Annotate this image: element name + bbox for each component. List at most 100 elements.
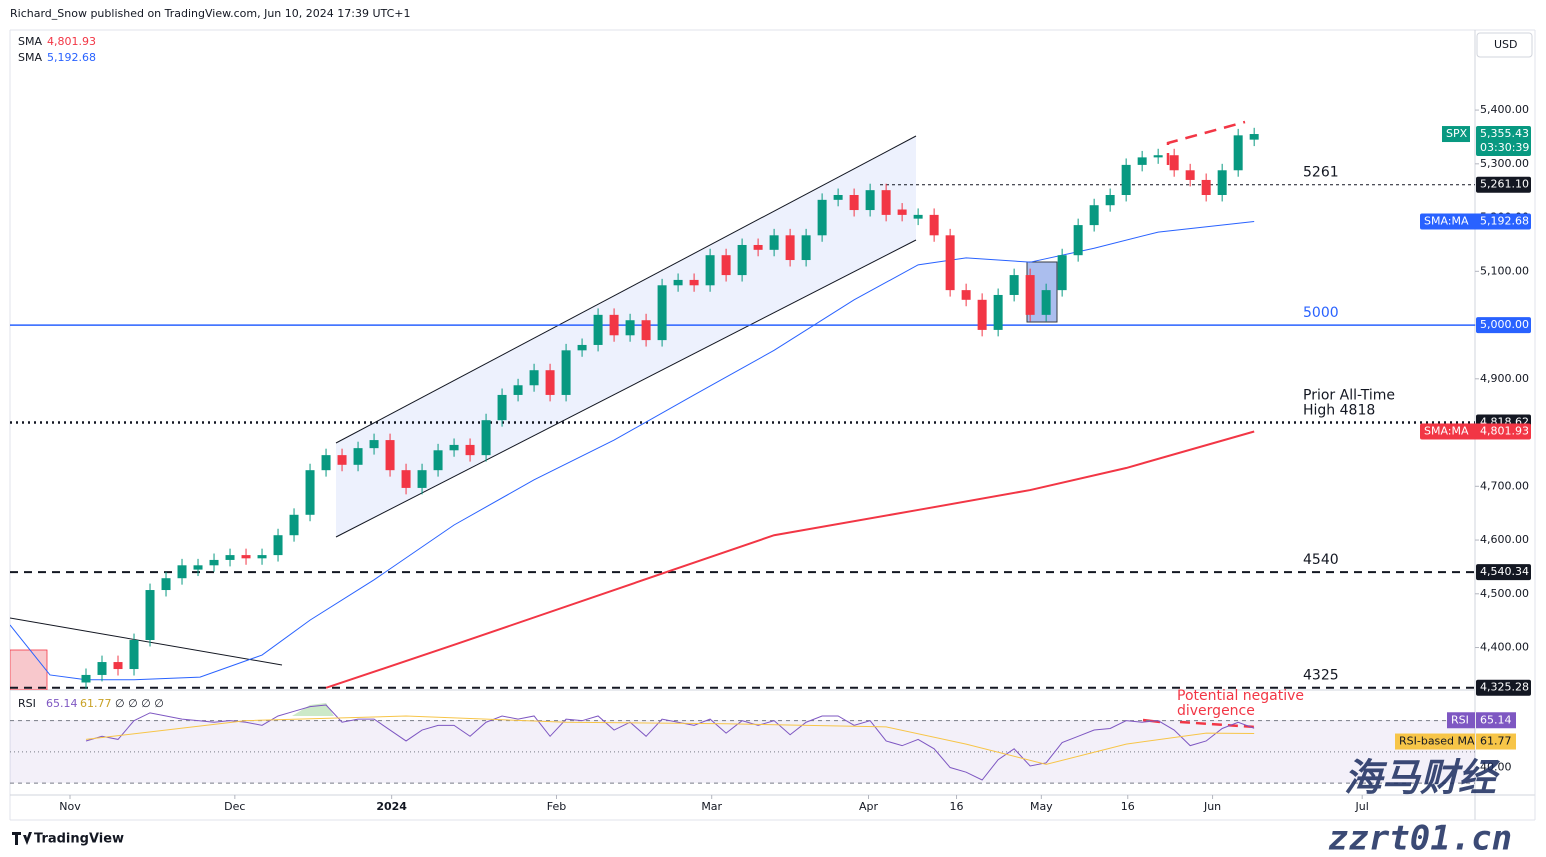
sma-tag <box>1420 423 1531 440</box>
candle-body <box>113 662 123 670</box>
level-note: High 4818 <box>1303 403 1375 419</box>
candle-body <box>305 470 315 515</box>
level-note: 4540 <box>1303 552 1339 568</box>
x-tick-label: 16 <box>950 800 964 813</box>
candle-body <box>1041 290 1051 315</box>
price-tag-label: 4,325.28 <box>1480 681 1529 694</box>
rsi-header-extra: ∅ ∅ ∅ ∅ <box>115 697 164 710</box>
y-tick-label: 4,600.00 <box>1480 533 1529 546</box>
x-tick-label: 16 <box>1121 800 1135 813</box>
x-tick-label: May <box>1030 800 1053 813</box>
candle-body <box>641 320 651 341</box>
candle-body <box>977 299 987 330</box>
y-tick-label: 4,900.00 <box>1480 372 1529 385</box>
sma-tag-name: SMA:MA <box>1424 215 1469 228</box>
annotation: Potential negative <box>1177 688 1304 704</box>
credit: Richard_Snow published on TradingView.co… <box>10 7 410 20</box>
candle-body <box>849 195 859 211</box>
candle-body <box>321 455 331 471</box>
x-tick-label: Feb <box>547 800 566 813</box>
candle-body <box>1025 275 1035 315</box>
candle-body <box>817 199 827 236</box>
candle-body <box>257 555 267 559</box>
candle-body <box>1105 195 1115 206</box>
candle-body <box>705 255 715 286</box>
candle-body <box>369 440 379 449</box>
candle-body <box>785 235 795 261</box>
rsi-tag <box>1447 712 1475 729</box>
candle-body <box>1169 155 1179 171</box>
candle-body <box>609 314 619 336</box>
x-tick-label: Nov <box>59 800 81 813</box>
candle-body <box>561 350 571 395</box>
candle-body <box>193 565 203 570</box>
candle-body <box>1089 205 1099 226</box>
rsi-overbought-fill <box>292 703 334 716</box>
candle-body <box>673 279 683 286</box>
overlay: 4,400.004,500.004,600.004,700.004,800.00… <box>18 35 1531 813</box>
brand-logo <box>12 832 32 845</box>
sma-line <box>325 430 1255 689</box>
candle-body <box>289 514 299 536</box>
divergence-line <box>1166 120 1246 165</box>
candle-body <box>81 674 91 683</box>
candle-body <box>497 394 507 421</box>
candle-body <box>145 590 155 641</box>
candle-body <box>1185 170 1195 180</box>
candle-body <box>625 320 635 336</box>
price-tag <box>1476 317 1531 334</box>
x-tick-label: Jun <box>1203 800 1221 813</box>
highlight-box <box>10 649 48 690</box>
rsi-line <box>85 704 1255 781</box>
watermark: zzrt01.cn <box>1328 819 1512 857</box>
channel-line <box>335 135 917 444</box>
y-tick-label: 5,100.00 <box>1480 264 1529 277</box>
channel-line <box>335 239 917 538</box>
price-tag <box>1476 564 1531 581</box>
candle-body <box>1009 275 1019 295</box>
level-note: 5261 <box>1303 165 1339 181</box>
candle-body <box>961 290 971 300</box>
candle-body <box>337 455 347 465</box>
price-plot <box>10 127 1475 689</box>
candle-body <box>529 370 539 386</box>
candle-body <box>721 255 731 276</box>
candle-body <box>225 555 235 560</box>
annotation: divergence <box>1177 703 1255 719</box>
last-symbol-box <box>1442 126 1470 143</box>
candle-body <box>1201 179 1211 195</box>
rsi-header-title: RSI <box>18 697 36 710</box>
rsi-tag-label: 61.77 <box>1480 735 1512 748</box>
candle-body <box>897 209 907 215</box>
candle-body <box>1233 135 1243 171</box>
candle-body <box>161 578 171 591</box>
rsi-y-tick-label: 40.00 <box>1480 761 1512 774</box>
candle-body <box>993 294 1003 330</box>
candle-body <box>449 444 459 451</box>
x-tick-label: Jul <box>1355 800 1369 813</box>
countdown: 03:30:39 <box>1480 141 1529 154</box>
rsi-tag <box>1395 733 1475 750</box>
candle-body <box>1249 134 1259 140</box>
sma-tag-label: 5,192.68 <box>1480 215 1529 228</box>
y-tick-label: 5,300.00 <box>1480 157 1529 170</box>
price-tag-label: 5,261.10 <box>1480 178 1529 191</box>
candle-body <box>737 244 747 276</box>
candle-body <box>593 314 603 345</box>
brand: TradingView <box>34 832 124 847</box>
candle-body <box>913 214 923 219</box>
rsi-tag-name: RSI-based MA <box>1399 735 1475 748</box>
candle-body <box>1153 155 1163 158</box>
candle-body <box>833 195 843 200</box>
y-tick-label: 4,400.00 <box>1480 641 1529 654</box>
level-note: 4325 <box>1303 668 1339 684</box>
y-tick-label: 4,700.00 <box>1480 479 1529 492</box>
candle-body <box>353 448 363 465</box>
candle-body <box>513 385 523 395</box>
candle-body <box>385 440 395 471</box>
rsi-plot <box>85 704 1255 781</box>
price-tag <box>1476 679 1531 696</box>
candle-body <box>129 640 139 670</box>
candle-body <box>865 190 875 211</box>
